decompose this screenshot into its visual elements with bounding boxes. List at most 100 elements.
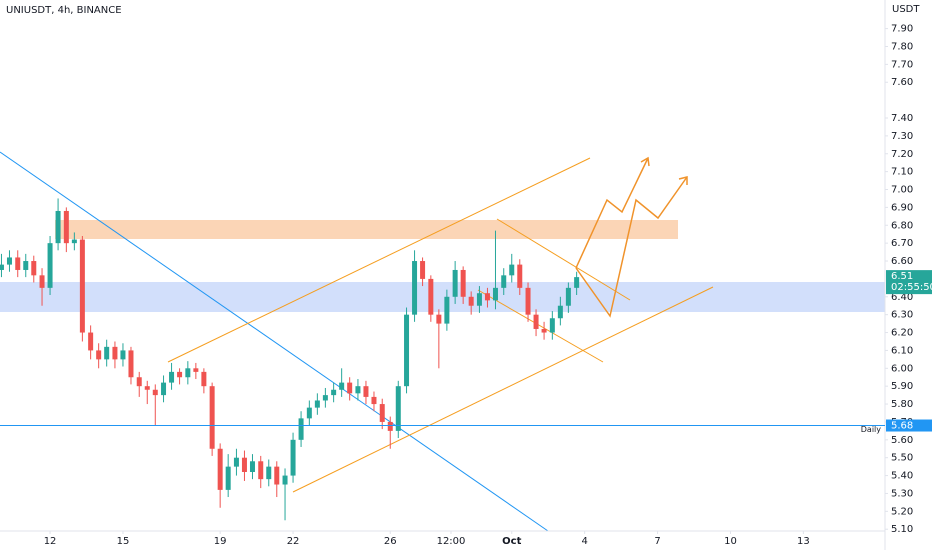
y-tick-label: 7.60 (891, 77, 913, 88)
candle-body (185, 368, 191, 378)
y-tick-label: 5.20 (891, 506, 913, 517)
candle-body (201, 371, 207, 387)
candle-body (55, 210, 61, 244)
x-tick-label: 19 (214, 536, 227, 547)
candle-body (144, 386, 150, 390)
candle-body (371, 396, 377, 405)
candle-body (412, 261, 418, 315)
candle-body (0, 264, 4, 270)
candle-body (258, 461, 264, 480)
y-tick-label: 6.10 (891, 345, 913, 356)
y-tick-label: 6.70 (891, 238, 913, 249)
price-line-value: 5.68 (891, 421, 913, 432)
candle-body (322, 395, 328, 401)
candle-body (6, 257, 12, 265)
candle-body (306, 407, 312, 419)
x-tick-label: 7 (654, 536, 660, 547)
candle-body (290, 439, 296, 476)
candle-body (96, 350, 102, 360)
y-tick-label: 6.30 (891, 310, 913, 321)
candle-body (282, 475, 288, 485)
candle-body (509, 264, 515, 276)
candle-body (525, 287, 531, 315)
candle-body (136, 377, 142, 387)
candle-body (63, 210, 69, 244)
candle-body (420, 261, 426, 279)
y-tick-label: 6.40 (891, 292, 913, 303)
candle-body (39, 275, 45, 288)
candle-body (47, 243, 53, 288)
y-tick-label: 7.80 (891, 41, 913, 52)
y-tick-label: 7.90 (891, 24, 913, 35)
x-tick-label: 26 (384, 536, 397, 547)
candle-body (363, 386, 369, 397)
candle-body (225, 466, 231, 490)
candle-body (549, 318, 555, 333)
y-tick-label: 5.40 (891, 471, 913, 482)
candle-body (574, 277, 580, 288)
candle-body (120, 350, 126, 360)
channel-top (167, 157, 591, 363)
x-tick-label: 15 (117, 536, 130, 547)
candle-body (468, 296, 474, 306)
candle-body (217, 448, 223, 490)
channel-bottom (292, 286, 714, 493)
y-tick-label: 5.60 (891, 435, 913, 446)
candle-body (169, 371, 175, 383)
y-tick-label: 5.50 (891, 453, 913, 464)
price-line-tag (886, 419, 932, 432)
candle-body (565, 287, 571, 306)
countdown: 02:55:50 (891, 282, 932, 293)
candle-body (23, 261, 29, 270)
candle-body (355, 386, 361, 394)
candle-body (379, 404, 385, 422)
candle-body (517, 264, 523, 288)
y-tick-label: 6.60 (891, 256, 913, 267)
x-tick-label: 10 (724, 536, 737, 547)
candle-body (79, 239, 85, 333)
candle-body (266, 466, 272, 480)
arrow-head (678, 176, 688, 185)
candle-body (88, 332, 94, 351)
candle-body (249, 461, 255, 472)
candle-body (484, 293, 490, 301)
x-tick-label: 13 (797, 536, 810, 547)
candle-body (128, 350, 134, 378)
y-tick-label: 7.40 (891, 113, 913, 124)
x-tick-label: 12:00 (437, 536, 466, 547)
candle-body (387, 421, 393, 431)
y-tick-label: 5.10 (891, 524, 913, 535)
y-axis-label: USDT (892, 4, 920, 15)
projection-path (575, 176, 688, 318)
wedge-bottom (477, 289, 604, 363)
candle-body (209, 386, 215, 449)
y-tick-label: 7.00 (891, 185, 913, 196)
candle-body (104, 346, 110, 360)
y-tick-label: 5.30 (891, 488, 913, 499)
y-tick-label: 6.90 (891, 202, 913, 213)
y-tick-label: 7.70 (891, 59, 913, 70)
x-tick-label: 4 (581, 536, 587, 547)
x-tick-label: 22 (287, 536, 300, 547)
price-line-label: Daily (861, 425, 882, 434)
support-zone (0, 282, 885, 312)
candle-body (452, 269, 458, 297)
y-tick-label: 7.10 (891, 167, 913, 178)
resistance-zone (55, 220, 678, 239)
candle-body (339, 382, 345, 390)
candle-body (15, 257, 21, 270)
candle-body (395, 386, 401, 431)
candle-body (177, 371, 183, 378)
candle-body (492, 287, 498, 301)
last-price-tag (886, 270, 932, 295)
candle-body (460, 269, 466, 297)
candle-body (347, 382, 353, 394)
candle-body (444, 296, 450, 324)
y-tick-label: 6.00 (891, 363, 913, 374)
arrow-head (640, 156, 650, 167)
candle-body (404, 314, 410, 387)
trend-line (0, 151, 549, 532)
candle-body (428, 278, 434, 315)
candle-body (541, 328, 547, 333)
